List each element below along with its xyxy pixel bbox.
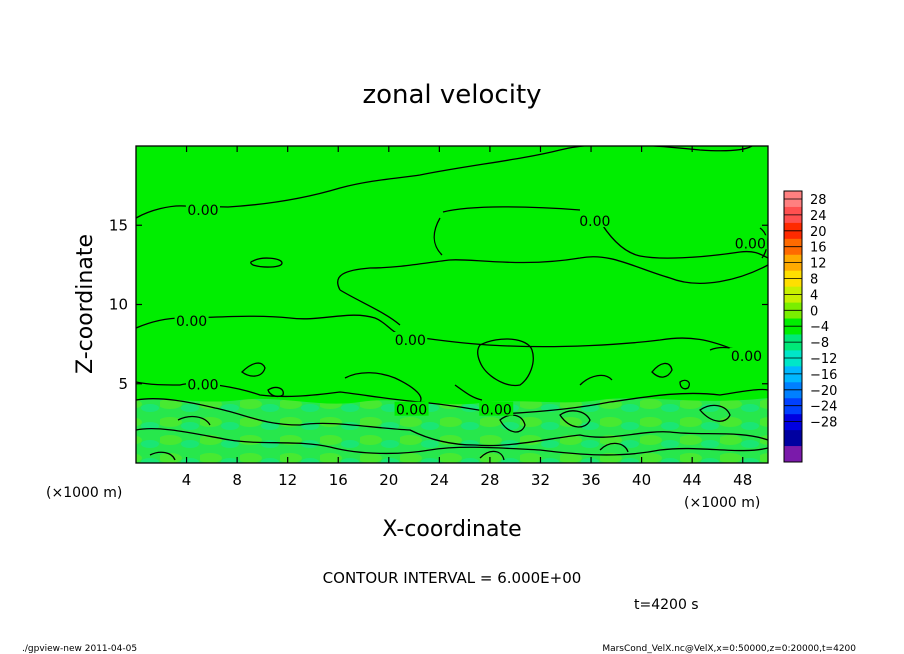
contour-line <box>442 206 581 213</box>
y-tick-label: 15 <box>109 216 128 234</box>
chart-title: zonal velocity <box>362 80 541 110</box>
x-tick-label: 48 <box>733 471 752 489</box>
colorbar-label: −8 <box>810 336 829 351</box>
contour-interval: CONTOUR INTERVAL = 6.000E+00 <box>323 569 582 587</box>
colorbar-label: 28 <box>810 193 827 208</box>
contour-label-bg <box>733 235 768 250</box>
contour-label: 0.00 <box>396 403 427 419</box>
contour-line <box>679 379 690 390</box>
colorbar-swatch <box>784 350 802 367</box>
x-tick-label: 16 <box>329 471 348 489</box>
x-tick-label: 8 <box>232 471 242 489</box>
colorbar-swatch <box>784 270 802 288</box>
contour-label-bg <box>577 213 612 228</box>
x-axis-label: X-coordinate <box>382 517 521 542</box>
contour-line <box>339 289 401 326</box>
contour-line <box>479 450 505 461</box>
x-tick-label: 32 <box>531 471 550 489</box>
contour-line <box>559 410 591 428</box>
contour-label: 0.00 <box>187 203 218 219</box>
colorbar-swatch <box>784 318 802 335</box>
contour-line <box>136 146 753 219</box>
x-tick-label: 20 <box>379 471 398 489</box>
contour-line <box>433 217 443 256</box>
contour-line <box>699 404 731 422</box>
contour-label: 0.00 <box>187 377 218 393</box>
contour-line <box>136 427 768 456</box>
colorbar-swatch <box>784 366 802 383</box>
colorbar-label: −20 <box>810 384 837 399</box>
contour-line <box>337 256 768 291</box>
colorbar-label: 16 <box>810 241 827 256</box>
y-axis: 5 10 15 <box>109 216 768 393</box>
colorbar-swatch <box>784 398 802 415</box>
colorbar-swatch <box>784 302 802 320</box>
x-axis: 4 8 12 16 20 24 28 32 36 40 44 48 <box>182 146 752 489</box>
contour-label-bg <box>729 347 764 362</box>
contour-label-bg <box>185 201 220 216</box>
contour-label: 0.00 <box>176 314 207 330</box>
colorbar-label: 0 <box>810 304 818 319</box>
contour-label: 0.00 <box>579 214 610 230</box>
contour-label-bg <box>394 401 429 416</box>
colorbar-label: −28 <box>810 416 837 431</box>
contour-line <box>267 386 284 397</box>
contour-labels: 0.00 0.00 0.00 0.00 0.00 0.00 0.00 0.00 0.00 <box>174 201 768 419</box>
x-tick-label: 28 <box>480 471 499 489</box>
contour-line <box>579 374 613 386</box>
x-tick-label: 44 <box>683 471 702 489</box>
y-axis-label: Z-coordinate <box>73 234 98 374</box>
colorbar-label: 20 <box>810 225 827 240</box>
contour-line <box>454 384 483 401</box>
contour-label: 0.00 <box>481 403 512 419</box>
colorbar-label: 24 <box>810 209 827 224</box>
colorbar-swatch <box>784 446 802 463</box>
contour-label-bg <box>393 331 428 346</box>
footer-right: MarsCond_VelX.nc@VelX,x=0:50000,z=0:2000… <box>602 644 856 654</box>
contour-label: 0.00 <box>395 333 426 349</box>
x-tick-label: 40 <box>632 471 651 489</box>
colorbar-swatch <box>784 414 802 431</box>
colorbar-swatch <box>784 286 802 304</box>
surface-band <box>136 398 768 463</box>
contour-label-bg <box>174 312 209 327</box>
contour-line <box>344 372 422 403</box>
x-unit-left: (×1000 m) <box>46 485 122 501</box>
colorbar-swatch <box>784 430 802 447</box>
x-unit-right: (×1000 m) <box>684 495 760 511</box>
colorbar-label: −16 <box>810 368 837 383</box>
contour-line <box>599 442 629 453</box>
colorbar-label: 4 <box>810 288 818 303</box>
colorbar-label: 12 <box>810 257 827 272</box>
x-tick-label: 4 <box>182 471 192 489</box>
contour-label-bg <box>479 401 514 416</box>
contour-label: 0.00 <box>731 349 762 365</box>
time-label: t=4200 s <box>634 597 699 613</box>
x-tick-label: 36 <box>581 471 600 489</box>
contour-line <box>651 362 673 378</box>
x-tick-label: 12 <box>278 471 297 489</box>
contour-line <box>597 217 768 259</box>
colorbar-label: −24 <box>810 400 837 415</box>
colorbar-label: 8 <box>810 273 818 288</box>
colorbar-swatch <box>784 334 802 351</box>
contour-line <box>149 451 176 461</box>
colorbar-swatch <box>784 382 802 399</box>
contour-line <box>241 362 266 377</box>
contour-line <box>136 398 768 447</box>
y-tick-label: 5 <box>118 375 128 393</box>
x-tick-label: 24 <box>430 471 449 489</box>
contour-line <box>177 415 211 426</box>
contour-label-bg <box>185 376 220 391</box>
y-tick-label: 10 <box>109 296 128 314</box>
contour-line <box>250 257 283 268</box>
contour-label: 0.00 <box>735 236 766 252</box>
contour-line <box>477 338 534 387</box>
colorbar-label: −4 <box>810 320 829 335</box>
footer-left: ./gpview-new 2011-04-05 <box>22 644 137 654</box>
colorbar-label: −12 <box>810 352 837 367</box>
